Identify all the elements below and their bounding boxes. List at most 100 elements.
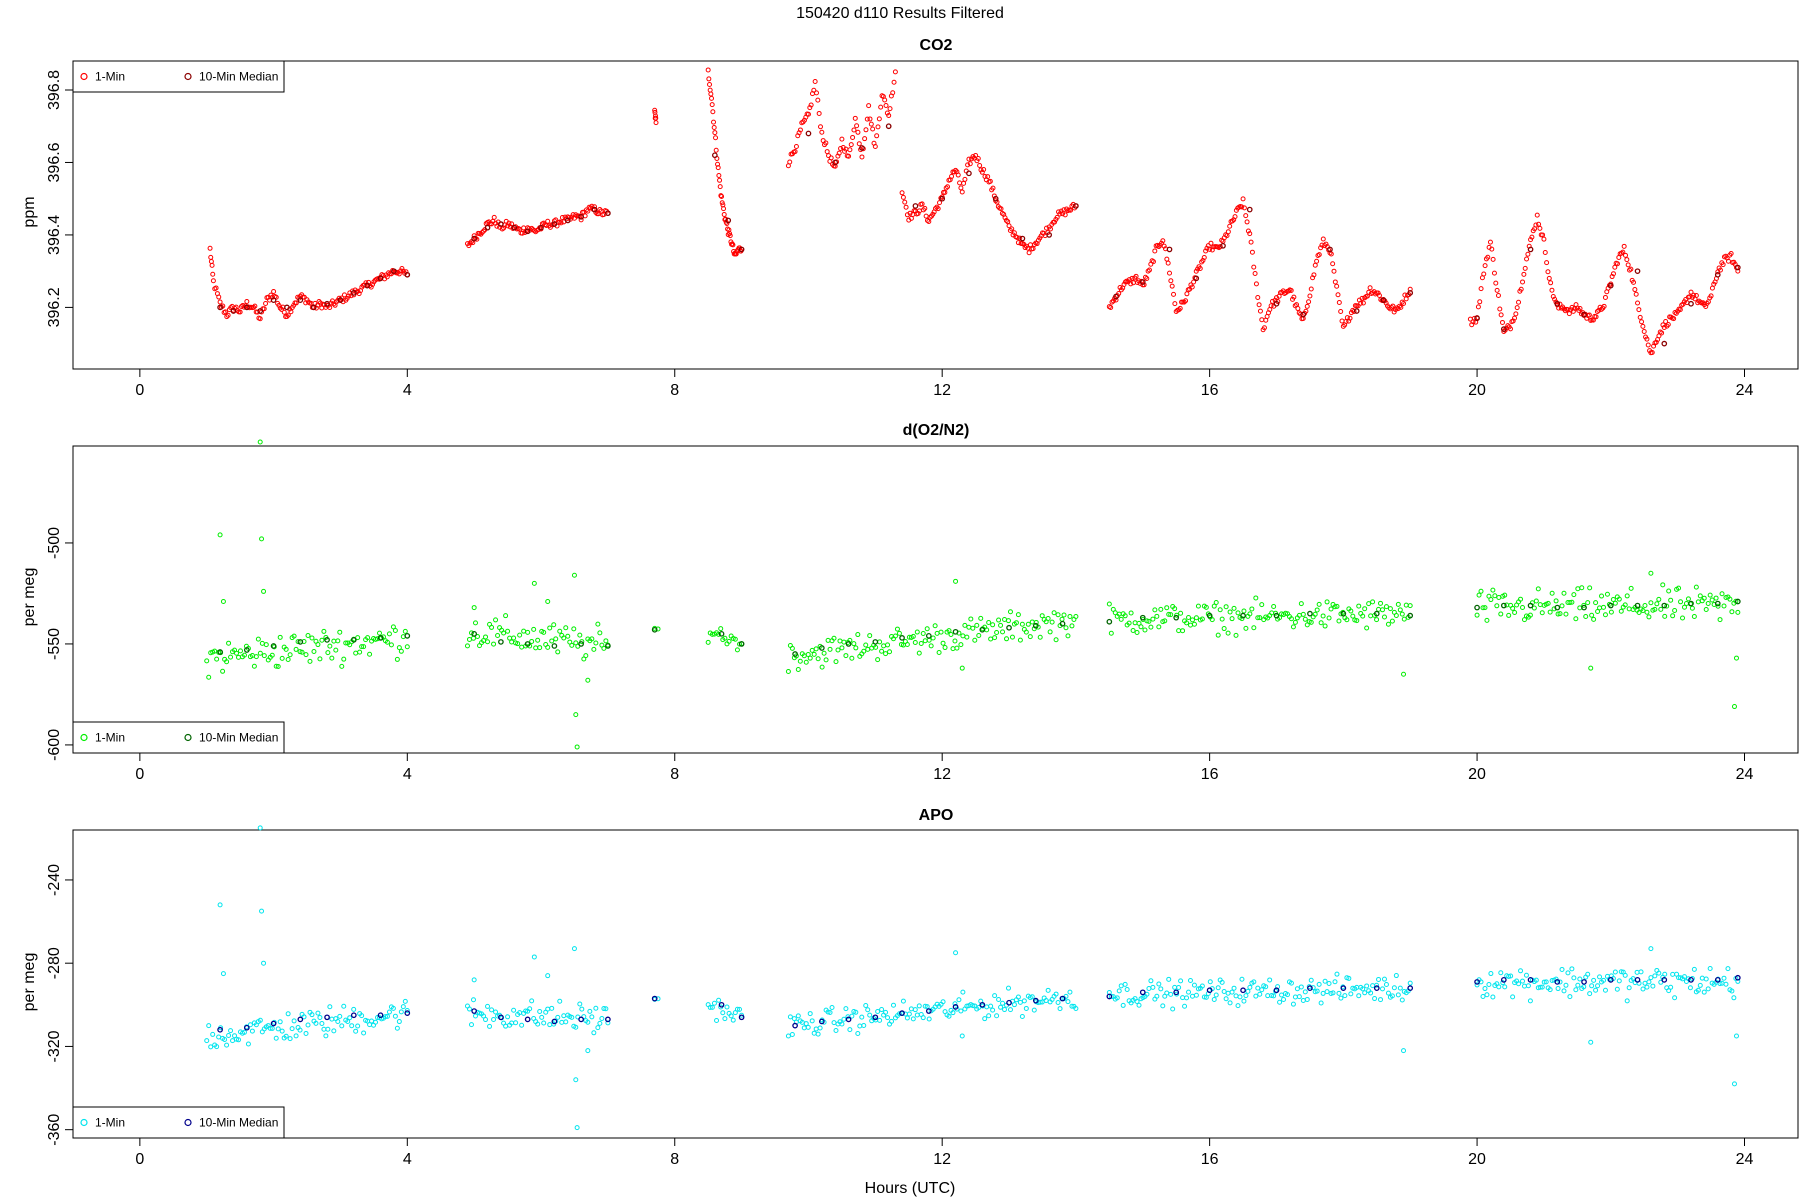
x-tick-label: 0 <box>135 1151 144 1168</box>
median-point <box>471 1008 478 1014</box>
data-point <box>1253 595 1259 601</box>
data-point <box>1505 323 1511 329</box>
data-point <box>1632 287 1638 293</box>
data-point <box>1720 262 1726 268</box>
data-point <box>1666 588 1672 594</box>
median-point <box>1307 985 1313 992</box>
data-point <box>307 658 313 664</box>
data-point <box>1281 996 1287 1002</box>
data-point <box>1304 996 1310 1002</box>
data-point <box>293 646 299 652</box>
data-point <box>501 630 507 636</box>
median-point <box>859 145 865 151</box>
median-point <box>391 268 397 275</box>
data-point <box>912 1007 918 1013</box>
data-point <box>1257 991 1263 997</box>
data-point <box>1521 983 1527 989</box>
data-point <box>579 1006 585 1012</box>
data-point <box>289 1026 295 1032</box>
data-point <box>1401 301 1407 307</box>
median-point <box>1407 612 1414 619</box>
data-point <box>1390 303 1396 309</box>
median-point <box>1206 612 1213 619</box>
data-point <box>1598 306 1604 312</box>
data-point <box>225 312 231 318</box>
data-point <box>1618 969 1624 975</box>
median-point <box>818 645 825 651</box>
data-point <box>1348 991 1354 997</box>
data-point <box>521 628 527 634</box>
data-point <box>711 1000 717 1006</box>
data-point <box>827 1010 833 1016</box>
median-point <box>1554 604 1561 611</box>
data-point <box>1689 975 1695 981</box>
data-point <box>715 165 721 171</box>
data-point <box>216 294 222 300</box>
data-point <box>273 1035 279 1041</box>
data-point <box>843 1006 849 1012</box>
data-point <box>1128 281 1134 287</box>
data-point <box>873 644 879 650</box>
legend-box <box>72 1106 285 1139</box>
data-point <box>1051 610 1057 616</box>
data-point <box>1695 599 1701 605</box>
data-point <box>1259 602 1265 608</box>
data-point <box>815 656 821 662</box>
data-point <box>1233 632 1239 638</box>
data-point <box>325 650 331 656</box>
median-point <box>1173 614 1180 621</box>
data-point <box>1495 292 1501 298</box>
data-point <box>213 285 219 291</box>
data-point <box>914 629 920 635</box>
data-point <box>1498 312 1504 318</box>
median-point <box>1206 987 1213 994</box>
data-point <box>597 630 603 636</box>
data-point <box>959 189 965 195</box>
data-point <box>1399 997 1405 1003</box>
median-point <box>1734 974 1741 981</box>
data-point <box>1591 977 1597 983</box>
data-point <box>493 617 499 623</box>
median-point <box>845 641 852 647</box>
data-point <box>1053 991 1059 997</box>
data-point <box>1477 299 1483 305</box>
y-tick-label: -600 <box>46 729 63 761</box>
data-point <box>716 631 722 637</box>
data-point <box>1052 219 1058 225</box>
data-point <box>473 1013 478 1019</box>
data-point <box>1193 992 1199 998</box>
data-point <box>1391 985 1397 991</box>
data-point <box>714 1018 720 1024</box>
data-point <box>357 649 363 655</box>
data-point-outlier <box>959 1033 965 1039</box>
data-point <box>1608 609 1614 615</box>
data-point <box>583 207 589 213</box>
data-point <box>545 1006 551 1012</box>
data-point <box>998 1004 1004 1010</box>
data-point <box>1116 291 1122 297</box>
data-point <box>1668 597 1674 603</box>
median-point <box>1019 235 1026 242</box>
series-median <box>217 974 1741 1033</box>
data-point <box>1602 294 1608 300</box>
data-point <box>1053 637 1059 643</box>
data-point <box>1177 305 1183 311</box>
data-point <box>315 642 321 648</box>
data-point <box>275 663 281 669</box>
data-point <box>1005 618 1011 624</box>
median-point <box>217 649 223 655</box>
median-point <box>1607 282 1614 289</box>
data-point <box>474 236 480 242</box>
data-point <box>485 1003 491 1009</box>
series-1min <box>207 67 1741 356</box>
data-point <box>1539 610 1545 616</box>
data-point <box>394 1025 400 1031</box>
data-point <box>1069 1003 1075 1009</box>
data-point <box>1178 610 1184 616</box>
data-point <box>852 115 858 121</box>
data-point <box>945 184 951 190</box>
median-point <box>1527 976 1534 983</box>
x-tick-label: 12 <box>933 1151 951 1168</box>
data-point <box>942 189 948 195</box>
data-point <box>1271 993 1277 999</box>
